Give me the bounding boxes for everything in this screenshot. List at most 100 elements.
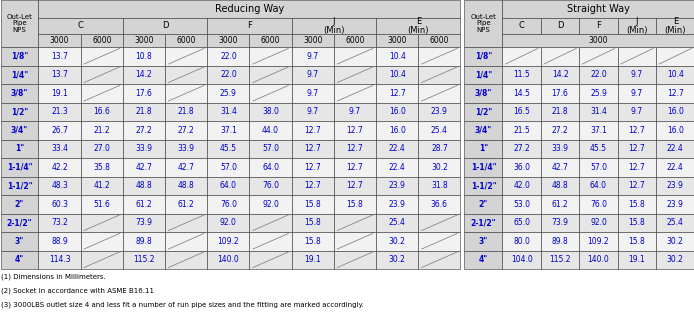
Bar [38, 214, 81, 232]
Text: 25.4: 25.4 [667, 218, 684, 227]
Bar [334, 121, 376, 140]
Text: 28.7: 28.7 [431, 144, 448, 153]
Text: 21.8: 21.8 [178, 107, 194, 116]
Bar [418, 121, 461, 140]
Text: 42.7: 42.7 [135, 163, 153, 172]
Text: 27.2: 27.2 [135, 126, 153, 135]
Text: 53.0: 53.0 [513, 200, 530, 209]
Bar [541, 18, 579, 34]
Text: 15.8: 15.8 [629, 237, 645, 246]
Text: 48.8: 48.8 [552, 181, 568, 190]
Bar [250, 47, 291, 65]
Text: 13.7: 13.7 [51, 52, 68, 61]
Bar [334, 250, 376, 269]
Bar [165, 195, 208, 214]
Bar [250, 214, 291, 232]
Text: 9.7: 9.7 [307, 89, 319, 98]
Bar [165, 250, 208, 269]
Text: 64.0: 64.0 [590, 181, 607, 190]
Bar [541, 65, 579, 84]
Text: 12.7: 12.7 [346, 126, 364, 135]
Bar [123, 47, 165, 65]
Bar [418, 34, 461, 47]
Bar [579, 158, 618, 177]
Text: 76.0: 76.0 [590, 200, 607, 209]
Text: 25.9: 25.9 [220, 89, 237, 98]
Text: 22.4: 22.4 [667, 163, 684, 172]
Bar [376, 158, 418, 177]
Bar [376, 214, 418, 232]
Text: 109.2: 109.2 [588, 237, 609, 246]
Bar [334, 177, 376, 195]
Bar [334, 47, 376, 65]
Bar [208, 195, 250, 214]
Text: 15.8: 15.8 [305, 200, 321, 209]
Bar [418, 250, 461, 269]
Text: 25.9: 25.9 [590, 89, 607, 98]
Bar [250, 158, 291, 177]
Bar [656, 177, 694, 195]
Bar [208, 34, 250, 47]
Bar [165, 121, 208, 140]
Text: 10.4: 10.4 [389, 70, 405, 79]
Text: 1": 1" [15, 144, 24, 153]
Bar [334, 158, 376, 177]
Bar [38, 232, 81, 250]
Bar [464, 140, 502, 158]
Text: 2": 2" [479, 200, 488, 209]
Text: 6000: 6000 [176, 36, 196, 45]
Bar [376, 177, 418, 195]
Text: 1/8": 1/8" [11, 52, 28, 61]
Text: 15.8: 15.8 [305, 218, 321, 227]
Bar [291, 140, 334, 158]
Text: 21.8: 21.8 [136, 107, 152, 116]
Text: 17.6: 17.6 [552, 89, 568, 98]
Bar [1, 177, 38, 195]
Bar [81, 232, 123, 250]
Text: 12.7: 12.7 [629, 163, 645, 172]
Bar [81, 177, 123, 195]
Bar [38, 121, 81, 140]
Text: 21.5: 21.5 [514, 126, 530, 135]
Bar [208, 65, 250, 84]
Bar [165, 232, 208, 250]
Text: 12.7: 12.7 [346, 181, 364, 190]
Text: 36.6: 36.6 [431, 200, 448, 209]
Text: 30.2: 30.2 [389, 255, 405, 264]
Bar [464, 84, 502, 102]
Bar [1, 195, 38, 214]
Text: 9.7: 9.7 [307, 107, 319, 116]
Text: 22.4: 22.4 [389, 163, 405, 172]
Bar [250, 177, 291, 195]
Bar [81, 34, 123, 47]
Bar [502, 34, 694, 47]
Text: 31.4: 31.4 [590, 107, 607, 116]
Bar [618, 158, 656, 177]
Bar [502, 214, 541, 232]
Text: E
(Min): E (Min) [407, 17, 429, 35]
Text: 42.7: 42.7 [178, 163, 194, 172]
Text: 22.0: 22.0 [220, 70, 237, 79]
Text: 61.2: 61.2 [135, 200, 153, 209]
Text: 114.3: 114.3 [49, 255, 70, 264]
Bar [464, 121, 502, 140]
Bar [1, 102, 38, 121]
Bar [418, 84, 461, 102]
Bar [579, 47, 618, 65]
Text: 23.9: 23.9 [389, 181, 405, 190]
Bar [291, 47, 334, 65]
Bar [579, 214, 618, 232]
Text: 9.7: 9.7 [631, 107, 643, 116]
Text: 17.6: 17.6 [135, 89, 153, 98]
Text: 80.0: 80.0 [514, 237, 530, 246]
Bar [38, 177, 81, 195]
Bar [38, 140, 81, 158]
Bar [418, 177, 461, 195]
Bar [376, 65, 418, 84]
Bar [656, 158, 694, 177]
Bar [165, 102, 208, 121]
Bar [250, 140, 291, 158]
Bar [618, 84, 656, 102]
Bar [376, 195, 418, 214]
Bar [656, 102, 694, 121]
